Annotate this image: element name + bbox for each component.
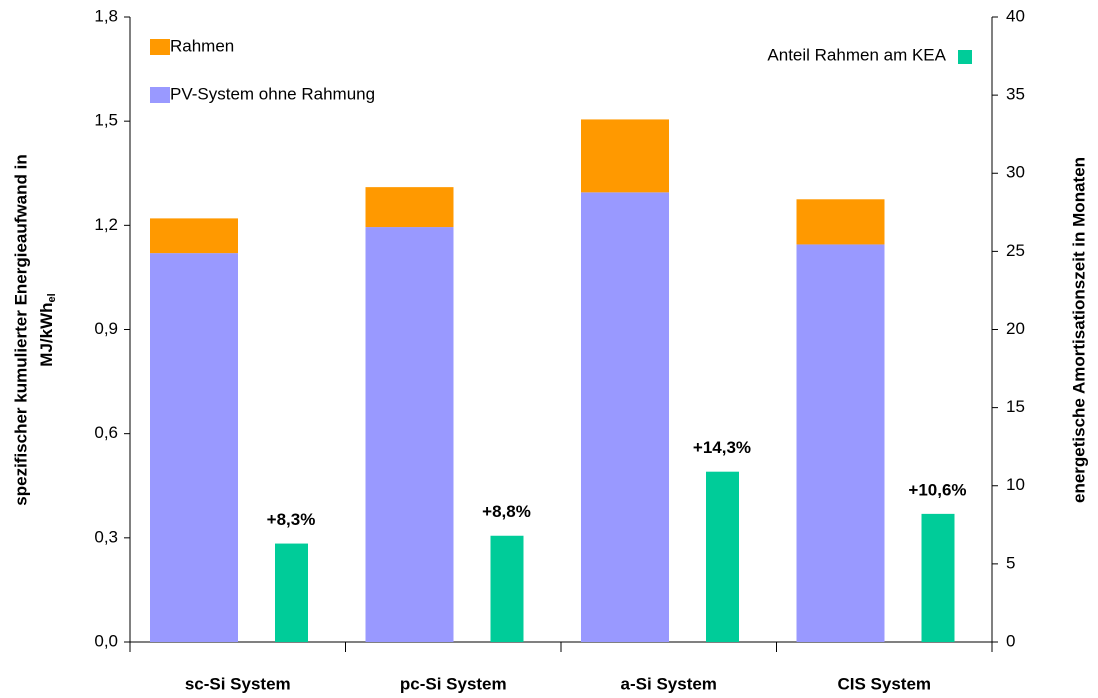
bar — [490, 535, 524, 642]
y-tick-label: 1,5 — [94, 111, 118, 130]
annotation: +10,6% — [908, 480, 966, 499]
y2-tick-label: 35 — [1006, 85, 1025, 104]
legend-swatch — [150, 87, 170, 103]
legend-label: PV-System ohne Rahmung — [170, 84, 375, 103]
annotation: +8,8% — [482, 502, 531, 521]
legend-label: Anteil Rahmen am KEA — [767, 45, 946, 64]
y-tick-label: 0,6 — [94, 423, 118, 442]
bar — [706, 471, 739, 642]
y-tick-label: 1,2 — [94, 215, 118, 234]
legend-label: Rahmen — [170, 36, 234, 55]
y-axis-label-sub: el — [46, 293, 58, 302]
y2-tick-label: 15 — [1006, 397, 1025, 416]
y2-axis-label: energetische Amortisationszeit in Monate… — [1069, 157, 1088, 503]
annotation: +14,3% — [693, 438, 751, 457]
x-tick-label: a-Si System — [621, 674, 717, 693]
annotation: +8,3% — [267, 510, 316, 529]
legend-swatch — [958, 50, 972, 64]
y2-tick-label: 40 — [1006, 6, 1025, 25]
bar-segment — [581, 192, 669, 642]
bar-segment — [365, 187, 454, 228]
y-axis-label: MJ/kWhel — [37, 293, 57, 366]
y2-tick-label: 10 — [1006, 475, 1025, 494]
x-tick-label: sc-Si System — [185, 674, 291, 693]
y-tick-label: 0,9 — [94, 319, 118, 338]
y2-tick-label: 5 — [1006, 553, 1015, 572]
bar — [275, 543, 308, 642]
y-tick-label: 0,0 — [94, 631, 118, 650]
y-tick-label: 0,3 — [94, 527, 118, 546]
y-tick-label: 1,8 — [94, 6, 118, 25]
bar-segment — [150, 253, 238, 642]
legend-swatch — [150, 39, 170, 55]
y2-tick-label: 25 — [1006, 241, 1025, 260]
y2-tick-label: 30 — [1006, 163, 1025, 182]
y-axis-label: spezifischer kumulierter Energieaufwand … — [11, 154, 30, 505]
bar-segment — [796, 244, 885, 643]
bar — [921, 513, 955, 642]
bar-segment — [581, 119, 669, 193]
y2-tick-label: 20 — [1006, 319, 1025, 338]
bar-segment — [796, 199, 885, 245]
bar-segment — [150, 218, 238, 254]
y-axis-label-main: MJ/kWh — [37, 302, 56, 366]
y2-tick-label: 0 — [1006, 631, 1015, 650]
x-tick-label: pc-Si System — [400, 674, 507, 693]
bar-segment — [365, 227, 454, 642]
x-tick-label: CIS System — [837, 674, 931, 693]
